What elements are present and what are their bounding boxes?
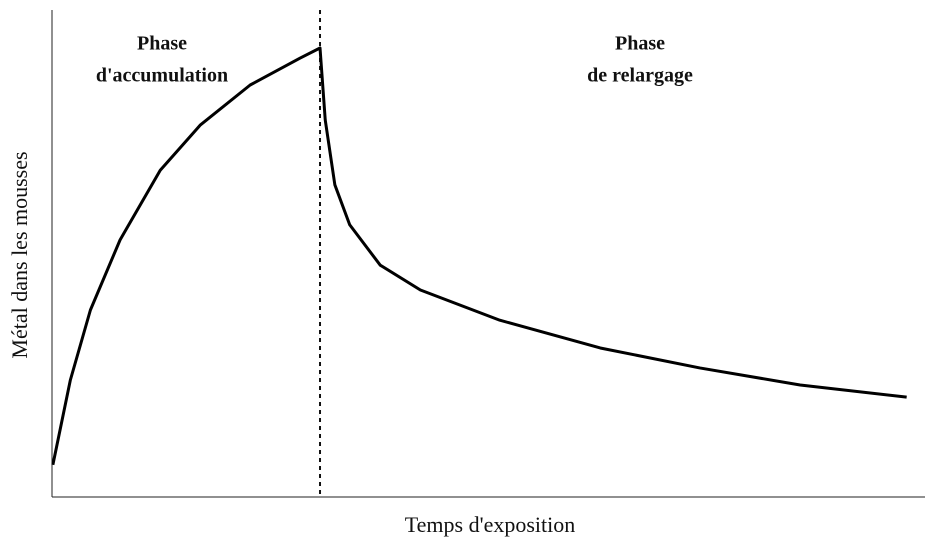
phase-label: d'accumulation xyxy=(96,65,228,87)
y-axis-label: Métal dans les mousses xyxy=(7,151,32,358)
phase-label: de relargage xyxy=(587,65,693,87)
curve xyxy=(51,46,907,466)
phase-label: Phase xyxy=(615,33,665,55)
x-axis-label: Temps d'exposition xyxy=(405,512,575,537)
phase-label: Phase xyxy=(137,33,187,55)
